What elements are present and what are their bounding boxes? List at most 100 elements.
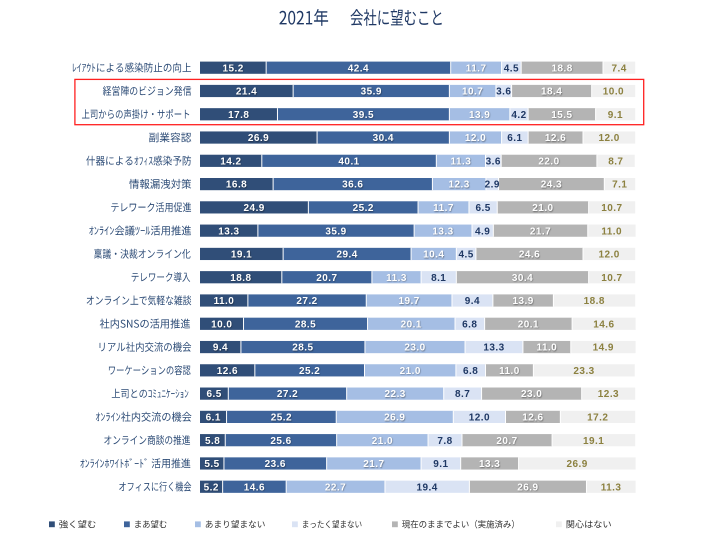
svg-text:21.0: 21.0 [400, 366, 421, 377]
svg-text:7.8: 7.8 [437, 436, 452, 447]
svg-text:21.0: 21.0 [372, 436, 393, 447]
svg-text:13.3: 13.3 [483, 343, 504, 354]
svg-text:13.3: 13.3 [218, 226, 239, 237]
svg-text:10.7: 10.7 [601, 203, 622, 214]
svg-text:42.4: 42.4 [348, 63, 369, 74]
svg-text:21.7: 21.7 [363, 459, 384, 470]
svg-text:10.7: 10.7 [601, 273, 622, 284]
svg-text:21.7: 21.7 [530, 226, 551, 237]
svg-text:11.0: 11.0 [536, 343, 557, 354]
svg-text:11.7: 11.7 [466, 63, 487, 74]
svg-text:17.2: 17.2 [587, 413, 608, 424]
svg-text:20.1: 20.1 [401, 319, 422, 330]
svg-text:24.9: 24.9 [244, 203, 265, 214]
svg-text:12.6: 12.6 [545, 133, 566, 144]
svg-text:8.7: 8.7 [455, 389, 470, 400]
svg-text:11.7: 11.7 [433, 203, 454, 214]
svg-text:22.0: 22.0 [538, 156, 559, 167]
svg-text:11.3: 11.3 [451, 156, 472, 167]
svg-text:9.4: 9.4 [213, 343, 228, 354]
svg-text:15.2: 15.2 [222, 63, 243, 74]
svg-text:4.9: 4.9 [475, 226, 490, 237]
svg-text:20.7: 20.7 [496, 436, 517, 447]
svg-text:5.8: 5.8 [205, 436, 220, 447]
svg-text:25.2: 25.2 [299, 366, 320, 377]
svg-text:12.0: 12.0 [598, 133, 619, 144]
svg-text:23.0: 23.0 [521, 389, 542, 400]
svg-text:17.8: 17.8 [228, 110, 249, 121]
svg-text:14.6: 14.6 [244, 482, 265, 493]
svg-text:3.6: 3.6 [496, 87, 511, 98]
svg-text:26.9: 26.9 [566, 459, 587, 470]
svg-text:22.3: 22.3 [385, 389, 406, 400]
svg-text:23.6: 23.6 [265, 459, 286, 470]
svg-text:4.5: 4.5 [504, 63, 519, 74]
svg-text:12.0: 12.0 [469, 413, 490, 424]
svg-text:9.1: 9.1 [433, 459, 448, 470]
svg-text:15.5: 15.5 [551, 110, 572, 121]
svg-text:6.1: 6.1 [507, 133, 522, 144]
svg-text:26.9: 26.9 [384, 413, 405, 424]
svg-text:40.1: 40.1 [338, 156, 359, 167]
svg-text:25.2: 25.2 [271, 413, 292, 424]
svg-text:29.4: 29.4 [336, 250, 357, 261]
svg-text:18.4: 18.4 [541, 87, 562, 98]
svg-text:6.5: 6.5 [475, 203, 490, 214]
svg-text:7.1: 7.1 [612, 180, 627, 191]
svg-text:30.4: 30.4 [373, 133, 394, 144]
svg-text:10.0: 10.0 [603, 87, 624, 98]
svg-text:18.8: 18.8 [551, 63, 572, 74]
svg-text:13.9: 13.9 [513, 296, 534, 307]
svg-text:13.3: 13.3 [479, 459, 500, 470]
svg-text:10.0: 10.0 [211, 319, 232, 330]
svg-text:28.5: 28.5 [292, 343, 313, 354]
svg-text:4.2: 4.2 [511, 110, 526, 121]
svg-text:19.4: 19.4 [417, 482, 438, 493]
svg-text:23.3: 23.3 [573, 366, 594, 377]
svg-text:23.0: 23.0 [404, 343, 425, 354]
svg-text:24.3: 24.3 [541, 180, 562, 191]
svg-text:39.5: 39.5 [353, 110, 374, 121]
svg-text:2.9: 2.9 [485, 180, 500, 191]
svg-text:19.7: 19.7 [398, 296, 419, 307]
svg-text:13.9: 13.9 [469, 110, 490, 121]
svg-text:9.4: 9.4 [465, 296, 480, 307]
svg-text:5.5: 5.5 [204, 459, 219, 470]
svg-text:9.1: 9.1 [608, 110, 623, 121]
svg-text:14.6: 14.6 [593, 319, 614, 330]
svg-text:13.3: 13.3 [432, 226, 453, 237]
svg-text:27.2: 27.2 [296, 296, 317, 307]
svg-text:11.0: 11.0 [499, 366, 520, 377]
svg-text:18.8: 18.8 [230, 273, 251, 284]
svg-text:12.6: 12.6 [522, 413, 543, 424]
svg-text:28.5: 28.5 [295, 319, 316, 330]
svg-text:14.9: 14.9 [593, 343, 614, 354]
svg-text:8.7: 8.7 [608, 156, 623, 167]
svg-text:7.4: 7.4 [611, 63, 626, 74]
svg-text:6.5: 6.5 [207, 389, 222, 400]
svg-text:35.9: 35.9 [325, 226, 346, 237]
svg-text:19.1: 19.1 [583, 436, 604, 447]
svg-text:35.9: 35.9 [361, 87, 382, 98]
svg-text:26.9: 26.9 [248, 133, 269, 144]
svg-text:12.0: 12.0 [465, 133, 486, 144]
svg-text:12.6: 12.6 [217, 366, 238, 377]
svg-text:21.4: 21.4 [236, 87, 257, 98]
svg-text:26.9: 26.9 [517, 482, 538, 493]
svg-text:16.8: 16.8 [226, 180, 247, 191]
svg-text:11.3: 11.3 [601, 482, 622, 493]
svg-text:8.1: 8.1 [431, 273, 446, 284]
svg-text:20.7: 20.7 [316, 273, 337, 284]
svg-text:4.5: 4.5 [458, 250, 473, 261]
svg-text:18.8: 18.8 [584, 296, 605, 307]
svg-text:24.6: 24.6 [519, 250, 540, 261]
svg-text:25.6: 25.6 [270, 436, 291, 447]
svg-text:30.4: 30.4 [512, 273, 533, 284]
svg-text:27.2: 27.2 [277, 389, 298, 400]
svg-text:12.3: 12.3 [598, 389, 619, 400]
svg-text:12.0: 12.0 [598, 250, 619, 261]
svg-text:11.3: 11.3 [386, 273, 407, 284]
svg-text:6.8: 6.8 [462, 319, 477, 330]
svg-text:14.2: 14.2 [220, 156, 241, 167]
svg-text:11.0: 11.0 [214, 296, 235, 307]
